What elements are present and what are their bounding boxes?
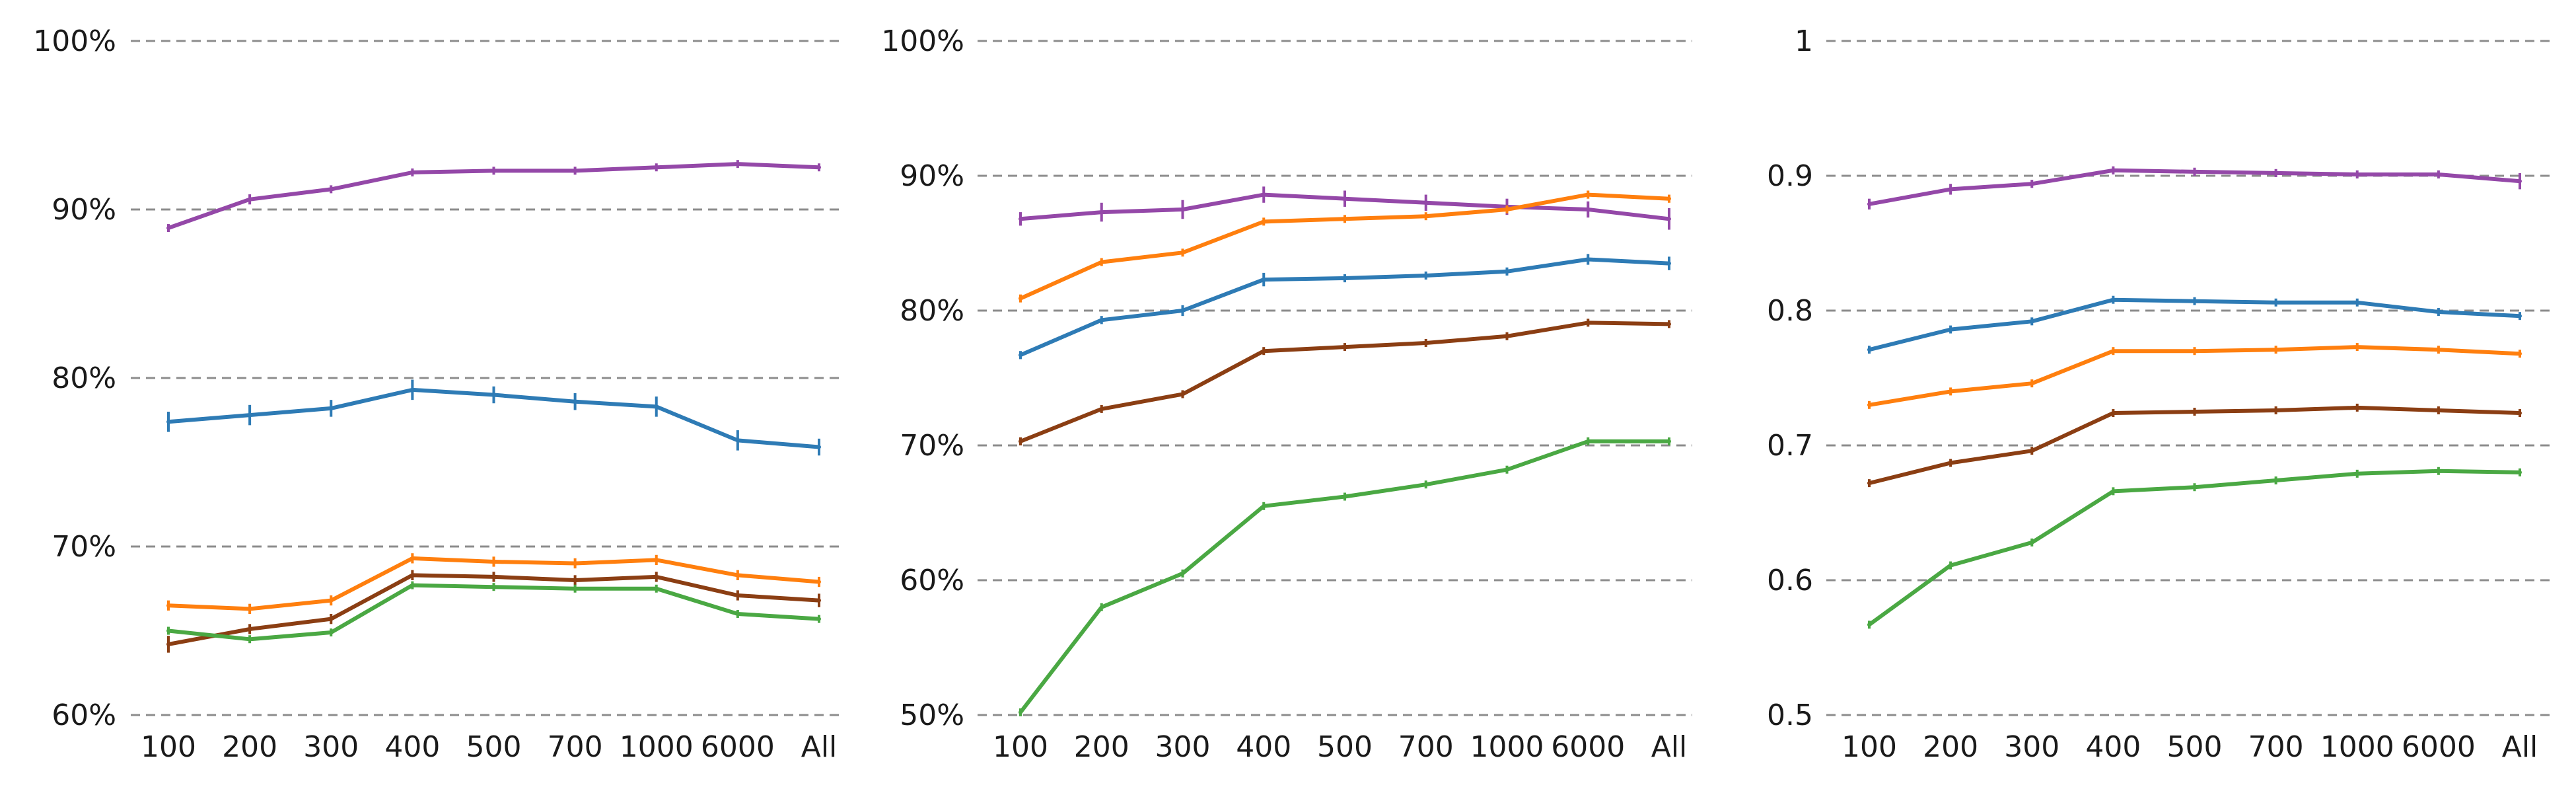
series-line: [1867, 297, 2522, 352]
y-tick-label: 50%: [900, 699, 964, 732]
x-tick-label: 200: [1074, 730, 1129, 764]
chart-2: 50% 60% 70% 80% 90% 100% 100 200 300 400 500 700 100…: [881, 24, 1692, 764]
y-tick-label: 70%: [52, 530, 116, 564]
x-tick-label: 400: [1236, 730, 1291, 764]
x-tick-label: All: [2502, 730, 2538, 764]
x-tick-label: 100: [993, 730, 1048, 764]
x-tick-label: All: [801, 730, 838, 764]
chart-1: 60% 70% 80% 90% 100% 100 200 300 400 500 700 1000 60…: [33, 24, 842, 764]
x-tick-label: 6000: [701, 730, 775, 764]
y-tick-label: 60%: [900, 564, 964, 597]
x-tick-label: 100: [1842, 730, 1897, 764]
x-tick-label: 700: [2248, 730, 2304, 764]
series-line: [1019, 321, 1671, 443]
series-line: [1867, 469, 2522, 627]
x-tick-label: 1000: [2320, 730, 2394, 764]
y-tick-label: 100%: [881, 24, 964, 58]
x-tick-label: 700: [1398, 730, 1454, 764]
y-tick-label: 0.8: [1767, 294, 1813, 328]
x-tick-label: 300: [1155, 730, 1211, 764]
x-tick-label: 6000: [1551, 730, 1625, 764]
x-tick-label: 400: [384, 730, 440, 764]
series-line: [1019, 257, 1671, 358]
x-tick-label: 500: [466, 730, 522, 764]
y-tick-label: 0.5: [1767, 699, 1813, 732]
x-tick-label: 1000: [620, 730, 694, 764]
x-tick-label: 200: [222, 730, 277, 764]
x-tick-label: 300: [2004, 730, 2059, 764]
series-line: [1867, 345, 2522, 407]
x-tick-label: 200: [1923, 730, 1978, 764]
x-tick-label: 6000: [2402, 730, 2476, 764]
y-tick-label: 60%: [52, 699, 116, 732]
x-tick-label: 500: [2167, 730, 2223, 764]
x-tick-label: 100: [141, 730, 196, 764]
y-tick-label: 100%: [33, 24, 116, 58]
y-tick-label: 80%: [900, 294, 964, 328]
x-tick-label: 700: [548, 730, 603, 764]
y-tick-label: 70%: [900, 429, 964, 463]
y-tick-label: 90%: [52, 193, 116, 227]
chart-3: 0.5 0.6 0.7 0.8 0.9 1 100 200 300 400 500 700 1000 60…: [1767, 24, 2550, 764]
y-tick-label: 0.6: [1767, 564, 1813, 597]
x-tick-label: 400: [2085, 730, 2141, 764]
x-tick-label: 1000: [1470, 730, 1544, 764]
x-tick-label: 500: [1317, 730, 1373, 764]
y-tick-label: 0.7: [1767, 429, 1813, 463]
series-line: [1019, 439, 1671, 714]
y-tick-label: 80%: [52, 361, 116, 395]
y-tick-label: 90%: [900, 159, 964, 193]
x-tick-label: 300: [303, 730, 359, 764]
y-tick-label: 0.9: [1767, 159, 1813, 193]
x-tick-label: All: [1651, 730, 1688, 764]
y-tick-label: 1: [1795, 24, 1813, 58]
